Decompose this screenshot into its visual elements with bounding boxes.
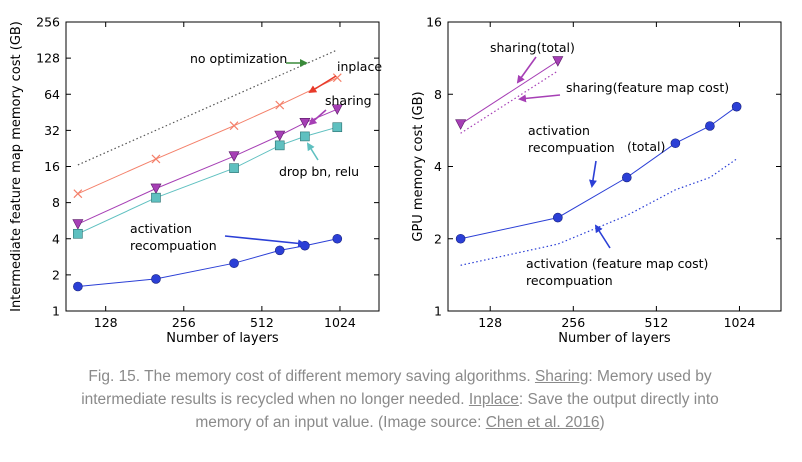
annotation-label-3: drop bn, relu: [279, 164, 359, 179]
series-line-0: [460, 60, 559, 125]
x-axis-label: Number of layers: [166, 331, 279, 346]
data-point-1-4: [332, 73, 342, 83]
y-tick-label-8: 256: [36, 15, 60, 30]
annotation-label-4: activation recompuation: [130, 221, 217, 253]
image-source-link[interactable]: Chen et al. 2016: [485, 414, 600, 431]
data-point-2-1: [553, 212, 563, 223]
annotation-label-0: sharing(total): [490, 40, 575, 55]
series-line-0: [77, 49, 338, 166]
x-tick-label-3: 1024: [724, 315, 756, 330]
data-point-2-3: [670, 138, 681, 149]
sharing-link[interactable]: Sharing: [534, 368, 589, 385]
x-axis-label: Number of layers: [558, 331, 671, 346]
annotation-arrow-4: [224, 235, 306, 248]
y-tick-label-0: 1: [52, 304, 60, 319]
y-tick-label-4: 16: [426, 15, 442, 30]
y-tick-label-2: 4: [434, 159, 442, 174]
data-point-3-0: [73, 228, 83, 239]
annotation-label-2: sharing: [325, 93, 372, 108]
data-point-2-4: [705, 121, 715, 131]
data-point-4-2: [229, 258, 239, 269]
data-point-3-4: [300, 131, 310, 142]
data-point-2-0: [72, 219, 84, 230]
data-point-0-0: [455, 119, 467, 130]
y-axis-label: GPU memory cost (GB): [411, 91, 426, 241]
y-tick-label-3: 8: [52, 195, 60, 210]
y-tick-label-7: 128: [36, 51, 60, 66]
series-line-2: [460, 106, 737, 240]
data-point-4-1: [151, 274, 161, 284]
data-point-4-3: [274, 245, 285, 256]
data-point-1-1: [151, 154, 161, 164]
data-point-1-3: [275, 100, 285, 110]
data-point-3-2: [229, 163, 239, 173]
data-point-1-2: [229, 121, 239, 131]
data-point-2-5: [731, 101, 742, 112]
annotation-label-2: activation recompuation: [528, 123, 615, 155]
data-point-4-4: [300, 240, 310, 251]
caption-suffix: ): [599, 414, 605, 431]
figure-caption: Fig. 15. The memory cost of different me…: [80, 365, 720, 434]
data-point-2-0: [455, 233, 466, 244]
inplace-link[interactable]: Inplace: [468, 391, 519, 408]
data-point-4-5: [332, 233, 343, 244]
data-point-4-0: [73, 281, 83, 292]
annotation-arrow-1: [308, 75, 337, 94]
annotation-arrow-2: [308, 109, 327, 126]
annotation-label-3: (total): [627, 139, 665, 154]
data-point-2-2: [228, 151, 240, 162]
annotation-arrow-1: [518, 94, 561, 103]
y-tick-label-1: 2: [434, 231, 442, 246]
chart-right-svg: 128 256 512 1024 1 2 4 8 16 Number of layers GPU m…: [411, 15, 782, 346]
x-tick-label-1: 256: [561, 315, 585, 330]
annotation-arrow-2: [588, 160, 597, 188]
annotation-label-4: activation (feature map cost) recompuatio…: [526, 256, 708, 288]
caption-sharing-text: : Memory used by intermediate results is…: [81, 368, 712, 408]
series-line-1: [460, 70, 559, 134]
data-point-0-1: [552, 56, 564, 67]
caption-inplace-text: : Save the output directly into memory o…: [195, 391, 719, 431]
y-tick-label-6: 64: [44, 87, 60, 102]
annotation-label-0: no optimization: [190, 51, 287, 66]
data-point-3-5: [332, 122, 343, 133]
x-tick-label-1: 256: [172, 315, 196, 330]
x-tick-label-0: 128: [478, 315, 502, 330]
annotation-label-1: inplace: [337, 59, 382, 74]
y-tick-label-5: 32: [44, 123, 60, 138]
series-line-3: [77, 126, 338, 235]
x-tick-label-2: 512: [644, 315, 668, 330]
caption-prefix: Fig. 15. The memory cost of different me…: [88, 368, 535, 385]
x-tick-label-2: 512: [250, 315, 274, 330]
series-line-3: [460, 158, 737, 266]
y-axis-label: Intermediate feature map memory cost (GB…: [9, 21, 24, 312]
annotation-arrow-3: [306, 142, 319, 161]
data-point-3-1: [151, 192, 161, 203]
data-point-2-5: [331, 104, 343, 115]
y-tick-label-4: 16: [44, 159, 60, 174]
y-tick-label-3: 8: [434, 87, 442, 102]
series-line-4: [77, 238, 338, 287]
chart-right-gpu-memory: 128 256 512 1024 1 2 4 8 16 Number of layers GPU m…: [400, 0, 802, 350]
data-point-1-0: [73, 189, 83, 199]
x-tick-label-0: 128: [94, 315, 118, 330]
chart-left-feature-map-memory: 128 256 512 1024 1 2 4 8 16 32 64 128 256 Number of l…: [0, 0, 400, 350]
data-point-3-3: [274, 140, 285, 151]
x-tick-label-3: 1024: [324, 315, 356, 330]
data-point-2-2: [621, 172, 632, 183]
data-point-2-1: [150, 183, 162, 195]
annotation-label-1: sharing(feature map cost): [566, 80, 729, 95]
data-point-2-4: [299, 118, 311, 129]
data-point-2-3: [274, 130, 286, 142]
annotation-arrow-0: [516, 56, 537, 84]
annotation-arrow-4: [594, 224, 611, 249]
y-tick-label-2: 4: [52, 231, 60, 246]
y-tick-label-1: 2: [52, 267, 60, 282]
y-tick-label-0: 1: [434, 304, 442, 319]
